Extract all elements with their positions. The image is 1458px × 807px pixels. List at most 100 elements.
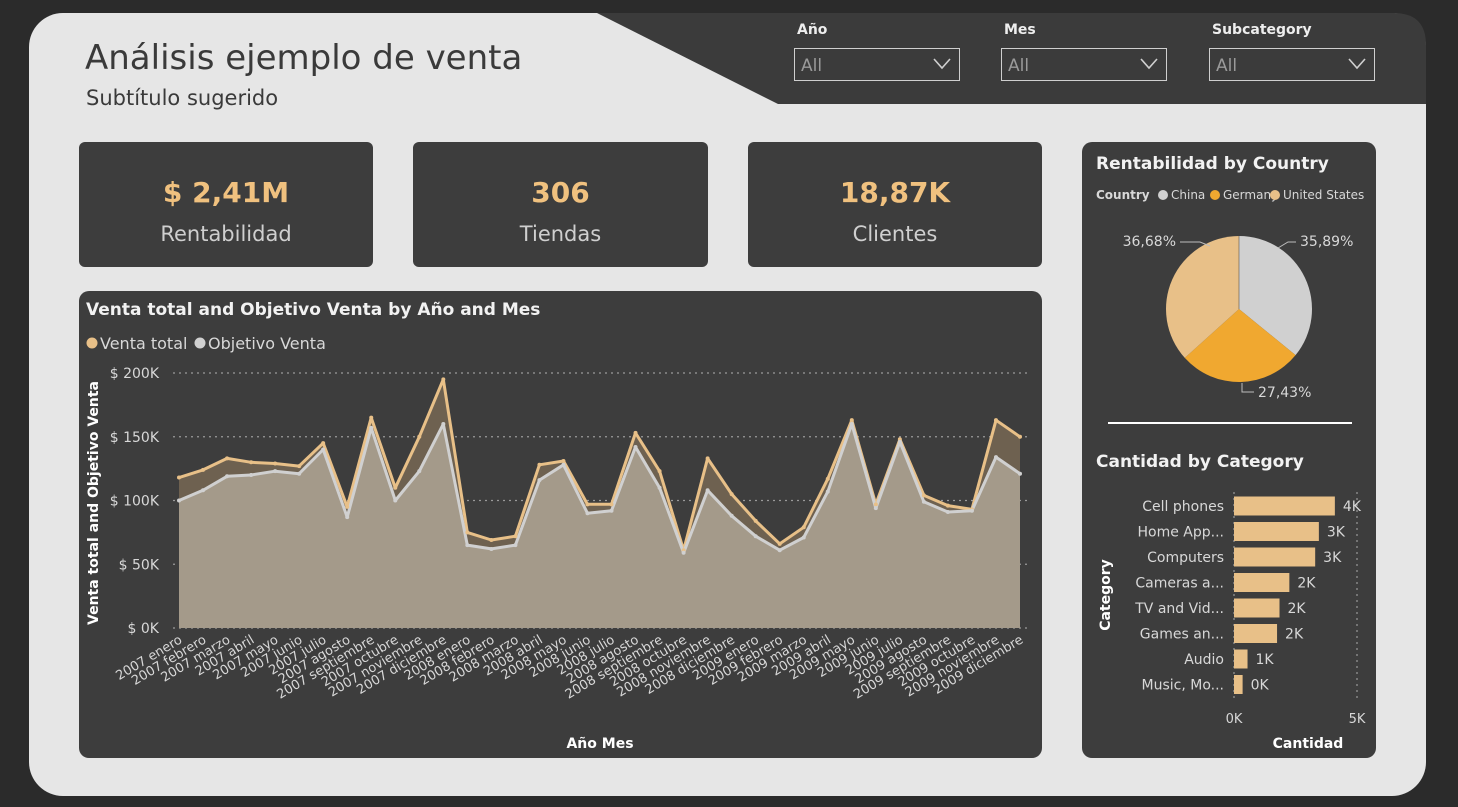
objetivo-venta-point[interactable] bbox=[633, 444, 638, 449]
pie-slice-united-states[interactable] bbox=[1166, 236, 1239, 358]
objetivo-venta-line[interactable] bbox=[178, 422, 1021, 555]
venta-total-point[interactable] bbox=[993, 418, 998, 423]
objetivo-venta-point[interactable] bbox=[729, 513, 734, 518]
objetivo-venta-point[interactable] bbox=[393, 498, 398, 503]
filter-ano-dropdown[interactable]: All bbox=[794, 48, 960, 81]
objetivo-venta-point[interactable] bbox=[369, 425, 374, 430]
objetivo-venta-point[interactable] bbox=[417, 469, 422, 474]
venta-total-point[interactable] bbox=[633, 430, 638, 435]
objetivo-venta-point[interactable] bbox=[753, 534, 758, 539]
objetivo-venta-point[interactable] bbox=[561, 462, 566, 467]
bar[interactable] bbox=[1234, 547, 1316, 567]
venta-total-point[interactable] bbox=[249, 460, 254, 465]
venta-total-point[interactable] bbox=[369, 415, 374, 420]
objetivo-venta-point[interactable] bbox=[609, 508, 614, 513]
venta-total-point[interactable] bbox=[393, 485, 398, 490]
bar[interactable] bbox=[1234, 573, 1290, 592]
objetivo-venta-point[interactable] bbox=[537, 478, 542, 483]
venta-total-point[interactable] bbox=[441, 377, 446, 382]
objetivo-venta-point[interactable] bbox=[681, 550, 686, 555]
objetivo-venta-point[interactable] bbox=[873, 506, 878, 511]
venta-total-point[interactable] bbox=[177, 475, 181, 480]
objetivo-venta-point[interactable] bbox=[321, 447, 326, 452]
y-tick-label: $ 100K bbox=[110, 494, 160, 510]
venta-total-point[interactable] bbox=[297, 464, 302, 469]
kpi-card-tiendas[interactable]: 306 Tiendas bbox=[413, 142, 708, 267]
kpi-card-clientes[interactable]: 18,87K Clientes bbox=[748, 142, 1042, 267]
legend-label[interactable]: United States bbox=[1283, 188, 1364, 202]
legend-label[interactable]: Objetivo Venta bbox=[208, 334, 326, 353]
objetivo-venta-point[interactable] bbox=[345, 515, 350, 520]
legend-label[interactable]: Venta total bbox=[100, 334, 187, 353]
objetivo-venta-point[interactable] bbox=[921, 499, 926, 504]
pie-slice-china[interactable] bbox=[1239, 236, 1313, 356]
venta-total-point[interactable] bbox=[921, 493, 926, 498]
objetivo-venta-point[interactable] bbox=[225, 474, 230, 479]
bar[interactable] bbox=[1234, 624, 1278, 643]
objetivo-venta-point[interactable] bbox=[657, 485, 662, 490]
objetivo-venta-point[interactable] bbox=[201, 488, 206, 493]
venta-total-point[interactable] bbox=[585, 502, 590, 507]
legend-label[interactable]: China bbox=[1171, 188, 1205, 202]
venta-total-point[interactable] bbox=[513, 534, 518, 539]
objetivo-venta-point[interactable] bbox=[1018, 471, 1022, 476]
venta-total-point[interactable] bbox=[849, 418, 854, 423]
objetivo-venta-point[interactable] bbox=[705, 488, 710, 493]
legend-label[interactable]: Germany bbox=[1223, 188, 1278, 202]
objetivo-venta-point[interactable] bbox=[585, 511, 590, 516]
venta-total-point[interactable] bbox=[825, 476, 830, 481]
venta-total-point[interactable] bbox=[321, 441, 326, 446]
bar[interactable] bbox=[1234, 522, 1319, 541]
bar[interactable] bbox=[1234, 675, 1243, 694]
venta-total-point[interactable] bbox=[201, 467, 206, 472]
venta-total-point[interactable] bbox=[489, 538, 494, 543]
objetivo-venta-point[interactable] bbox=[825, 489, 830, 494]
objetivo-venta-point[interactable] bbox=[177, 498, 181, 503]
objetivo-venta-point[interactable] bbox=[969, 508, 974, 513]
venta-total-point[interactable] bbox=[729, 492, 734, 497]
area-chart-panel[interactable]: Venta total and Objetivo Venta by Año an… bbox=[79, 291, 1042, 758]
venta-total-point[interactable] bbox=[609, 502, 614, 507]
objetivo-venta-point[interactable] bbox=[441, 422, 446, 426]
venta-total-point[interactable] bbox=[465, 530, 470, 535]
objetivo-venta-point[interactable] bbox=[849, 422, 854, 426]
venta-total-point[interactable] bbox=[873, 502, 878, 507]
bar[interactable] bbox=[1234, 496, 1335, 516]
pie-chart[interactable] bbox=[1166, 236, 1313, 383]
bar-value-label: 4K bbox=[1343, 499, 1362, 515]
venta-total-point[interactable] bbox=[777, 541, 782, 546]
objetivo-venta-point[interactable] bbox=[465, 543, 470, 548]
area-chart-fills bbox=[179, 379, 1020, 628]
objetivo-venta-point[interactable] bbox=[777, 548, 782, 553]
objetivo-venta-point[interactable] bbox=[897, 439, 902, 444]
venta-total-point[interactable] bbox=[705, 456, 710, 461]
venta-total-point[interactable] bbox=[657, 469, 662, 474]
objetivo-venta-point[interactable] bbox=[273, 469, 278, 474]
venta-total-point[interactable] bbox=[417, 434, 422, 439]
venta-total-point[interactable] bbox=[225, 456, 230, 461]
pie-value-label: 36,68% bbox=[1123, 234, 1176, 250]
venta-total-point[interactable] bbox=[1018, 434, 1022, 439]
objetivo-venta-point[interactable] bbox=[489, 546, 494, 551]
objetivo-venta-point[interactable] bbox=[249, 473, 254, 477]
filter-mes-dropdown[interactable]: All bbox=[1001, 48, 1167, 81]
pie-slice-germany[interactable] bbox=[1184, 309, 1296, 383]
kpi-card-rentabilidad[interactable]: $ 2,41M Rentabilidad bbox=[79, 142, 373, 267]
venta-total-point[interactable] bbox=[801, 525, 806, 530]
venta-total-point[interactable] bbox=[945, 503, 950, 508]
venta-total-point[interactable] bbox=[345, 504, 350, 509]
objetivo-venta-point[interactable] bbox=[801, 535, 806, 540]
bar[interactable] bbox=[1234, 649, 1248, 669]
objetivo-venta-point[interactable] bbox=[993, 455, 998, 460]
objetivo-venta-point[interactable] bbox=[945, 509, 950, 514]
objetivo-venta-point[interactable] bbox=[297, 471, 302, 476]
bar-chart[interactable]: Cell phones 4K Home App... 3K Computers 3K Cam… bbox=[1134, 492, 1366, 727]
venta-total-point[interactable] bbox=[753, 518, 758, 523]
filter-subcategory-dropdown[interactable]: All bbox=[1209, 48, 1375, 81]
venta-total-point[interactable] bbox=[273, 461, 278, 466]
venta-total-point[interactable] bbox=[561, 458, 566, 463]
bar-value-label: 1K bbox=[1256, 652, 1275, 668]
bar[interactable] bbox=[1234, 598, 1280, 618]
venta-total-point[interactable] bbox=[537, 462, 542, 467]
objetivo-venta-point[interactable] bbox=[513, 543, 518, 548]
